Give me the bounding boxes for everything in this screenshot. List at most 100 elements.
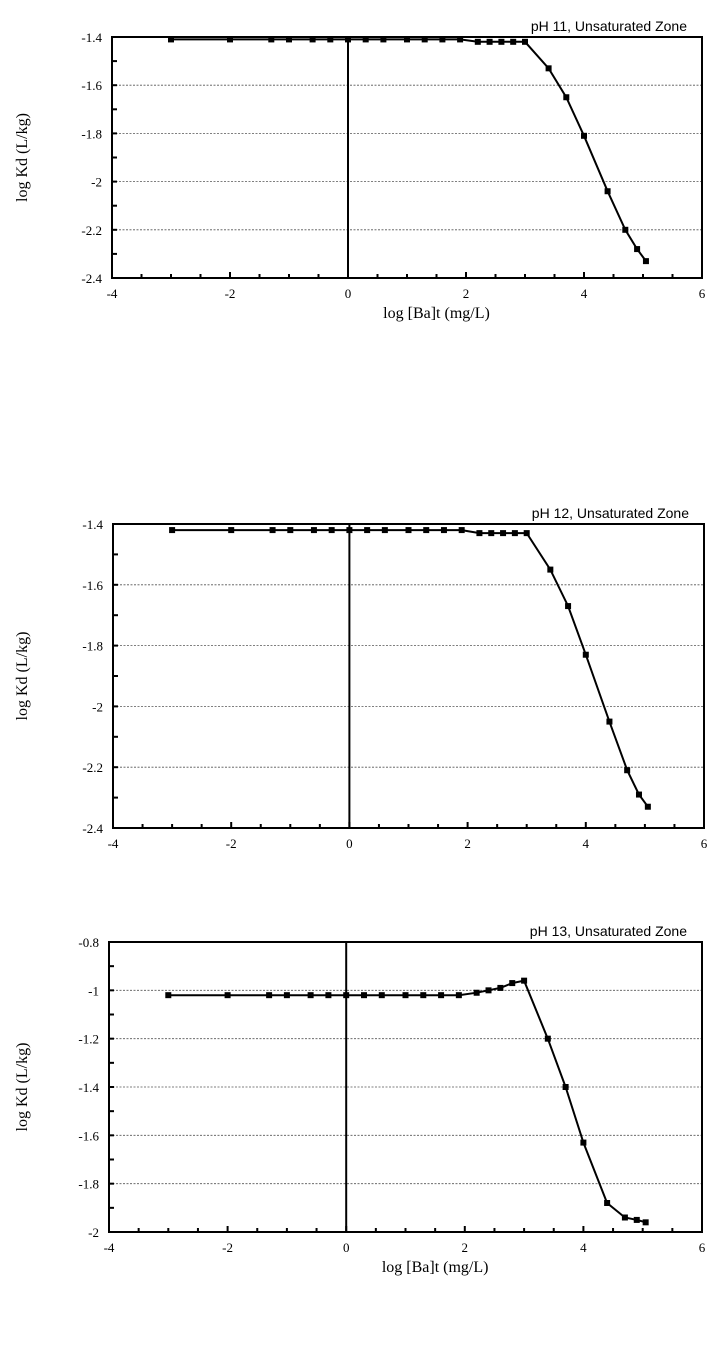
data-point [364,527,371,534]
series-line-0 [172,529,649,808]
chart-ph11: -4 -2 0 2 4 6 -1.4 -1.6 -1.8 -2 -2.2 -2.4 log [Ba]t … [14,18,706,322]
x-tick-label-0: -4 [107,286,118,301]
data-point [283,992,290,999]
data-point [497,984,504,991]
data-point [286,36,292,43]
data-point [343,992,350,999]
data-point [168,36,174,43]
data-point [228,527,235,534]
data-point [547,566,554,573]
data-point [642,258,649,265]
data-point [309,36,316,43]
data-point [486,38,493,45]
data-point [476,530,483,537]
x-tick-label-2: 0 [345,286,352,301]
data-point [227,36,233,43]
x-tick-label-3: 2 [462,1240,469,1255]
x-tick-label-2: 0 [346,836,353,851]
data-point [544,1035,551,1042]
data-point [500,530,507,537]
chart-title: pH 13, Unsaturated Zone [530,923,687,939]
data-point [404,36,410,43]
y-tick-label-1: -1.6 [82,578,103,593]
data-point [642,1219,649,1226]
data-point [307,992,314,999]
data-point [380,36,387,43]
data-point [522,38,528,45]
x-tick-label-1: -2 [225,286,236,301]
x-tick-label-1: -2 [226,836,237,851]
data-point [582,651,589,658]
x-tick-label-3: 2 [464,836,471,851]
y-tick-label-0: -0.8 [78,935,99,950]
data-point [644,803,651,810]
data-point [423,527,430,534]
y-tick-label-2: -1.2 [78,1032,99,1047]
x-tick-label-5: 6 [699,286,706,301]
data-point [360,992,367,999]
data-point [604,188,611,195]
data-point [224,992,231,999]
data-point [362,36,369,43]
data-point [510,38,517,45]
data-point [562,1084,569,1090]
data-point [563,94,570,101]
data-point [439,36,446,43]
x-tick-label-5: 6 [699,1240,706,1255]
data-point [381,527,388,534]
data-point [455,992,462,999]
chart-title: pH 11, Unsaturated Zone [531,18,687,34]
data-point [421,36,428,43]
x-tick-label-4: 4 [583,836,590,851]
data-point [581,132,587,139]
y-axis-label: log Kd (L/kg) [14,1043,31,1132]
data-point [545,65,552,72]
x-axis-label: log [Ba]t (mg/L) [382,1259,489,1276]
data-point [523,530,530,537]
data-point [169,527,176,534]
y-tick-label-3: -1.4 [78,1080,99,1095]
plot-frame [112,523,705,829]
y-tick-label-5: -2.4 [81,271,102,286]
data-point [565,603,572,610]
data-point [345,36,351,43]
data-point [165,992,172,999]
data-point [269,527,276,534]
plot-frame [111,36,703,279]
y-tick-label-1: -1.6 [81,78,102,93]
data-point [633,1216,640,1223]
data-point [402,992,409,999]
y-tick-label-0: -1.4 [82,517,103,532]
data-point [580,1139,587,1146]
data-point [328,527,335,534]
x-tick-label-2: 0 [343,1240,350,1255]
y-tick-label-5: -1.8 [78,1177,99,1192]
data-point [474,38,481,45]
x-tick-label-0: -4 [104,1240,115,1255]
y-tick-label-1: -1 [88,983,99,998]
x-tick-label-4: 4 [581,286,588,301]
series-line-0 [168,979,646,1224]
y-tick-label-6: -2 [88,1225,99,1240]
data-point [438,992,445,999]
data-point [310,527,317,534]
data-point [634,246,641,253]
data-point [488,530,495,537]
y-tick-label-2: -1.8 [82,639,103,654]
data-point [621,1214,628,1221]
x-axis-label: log [Ba]t (mg/L) [383,305,490,322]
data-point [268,36,275,43]
data-point [473,989,480,996]
data-point [624,767,631,774]
data-point [606,718,613,725]
data-point [266,992,273,999]
y-tick-label-3: -2 [91,175,102,190]
data-point [378,992,385,999]
data-point [327,36,334,43]
data-point [287,527,294,534]
data-point [405,527,412,534]
x-tick-label-4: 4 [580,1240,587,1255]
y-tick-label-4: -2.2 [82,760,103,775]
x-tick-label-1: -2 [222,1240,233,1255]
data-point [498,38,505,45]
